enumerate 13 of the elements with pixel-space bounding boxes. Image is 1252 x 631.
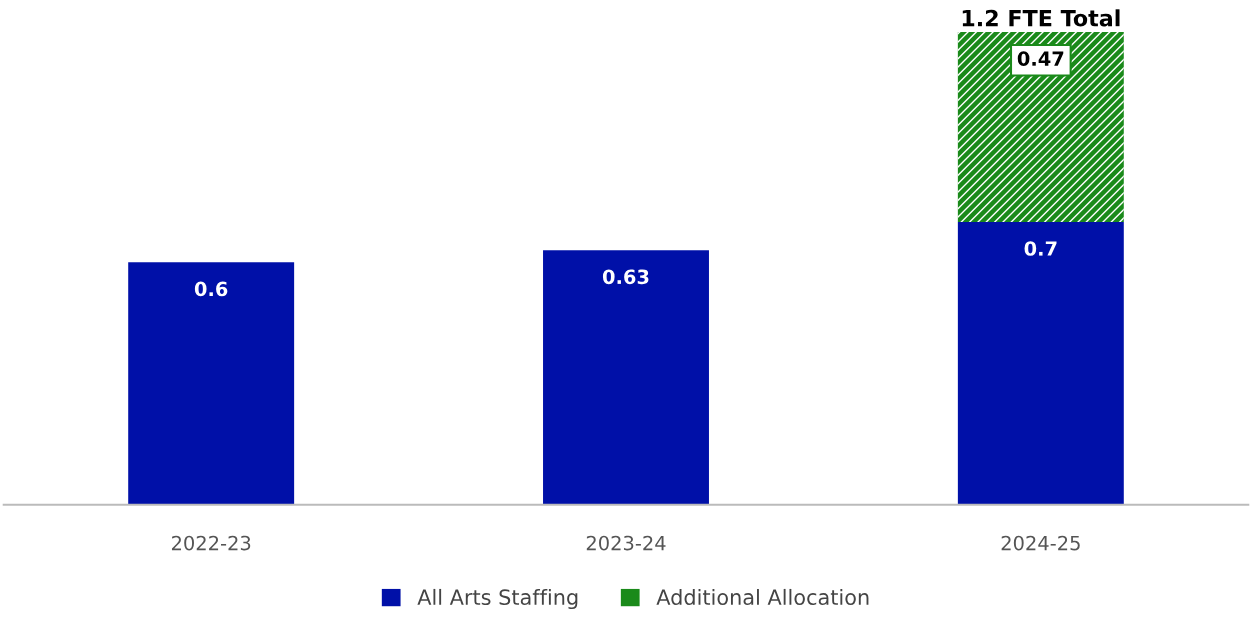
x-tick-label: 2022-23 [171, 535, 251, 551]
bar [543, 250, 709, 505]
legend-label: All Arts Staffing [417, 588, 578, 610]
data-label: 0.47 [1017, 51, 1064, 66]
x-tick-label: 2024-25 [1001, 535, 1080, 551]
x-tick-label: 2023-24 [586, 535, 666, 551]
total-label: 1.2 FTE Total [962, 9, 1120, 27]
legend-label: Additional Allocation [656, 588, 869, 606]
data-label: 0.63 [602, 269, 649, 285]
bar [128, 262, 295, 505]
data-label: 0.7 [1024, 241, 1057, 256]
data-label: 0.6 [194, 281, 228, 297]
bar [957, 221, 1124, 505]
